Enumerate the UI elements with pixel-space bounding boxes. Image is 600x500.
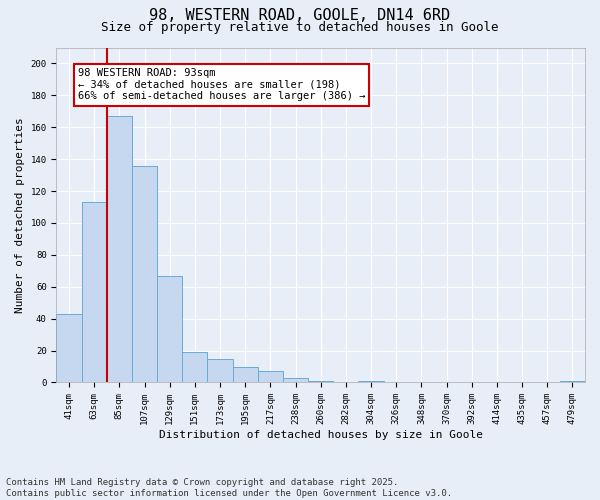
Y-axis label: Number of detached properties: Number of detached properties xyxy=(15,117,25,313)
Bar xyxy=(157,276,182,382)
Bar xyxy=(107,116,132,382)
Bar xyxy=(82,202,107,382)
X-axis label: Distribution of detached houses by size in Goole: Distribution of detached houses by size … xyxy=(159,430,483,440)
Bar xyxy=(283,378,308,382)
Bar xyxy=(208,358,233,382)
Text: Contains HM Land Registry data © Crown copyright and database right 2025.
Contai: Contains HM Land Registry data © Crown c… xyxy=(6,478,452,498)
Text: 98 WESTERN ROAD: 93sqm
← 34% of detached houses are smaller (198)
66% of semi-de: 98 WESTERN ROAD: 93sqm ← 34% of detached… xyxy=(78,68,365,102)
Bar xyxy=(560,381,585,382)
Bar xyxy=(132,166,157,382)
Bar xyxy=(56,314,82,382)
Text: Size of property relative to detached houses in Goole: Size of property relative to detached ho… xyxy=(101,21,499,34)
Bar xyxy=(233,366,258,382)
Bar xyxy=(258,372,283,382)
Bar xyxy=(182,352,208,382)
Bar xyxy=(308,381,333,382)
Bar xyxy=(358,381,383,382)
Text: 98, WESTERN ROAD, GOOLE, DN14 6RD: 98, WESTERN ROAD, GOOLE, DN14 6RD xyxy=(149,8,451,22)
